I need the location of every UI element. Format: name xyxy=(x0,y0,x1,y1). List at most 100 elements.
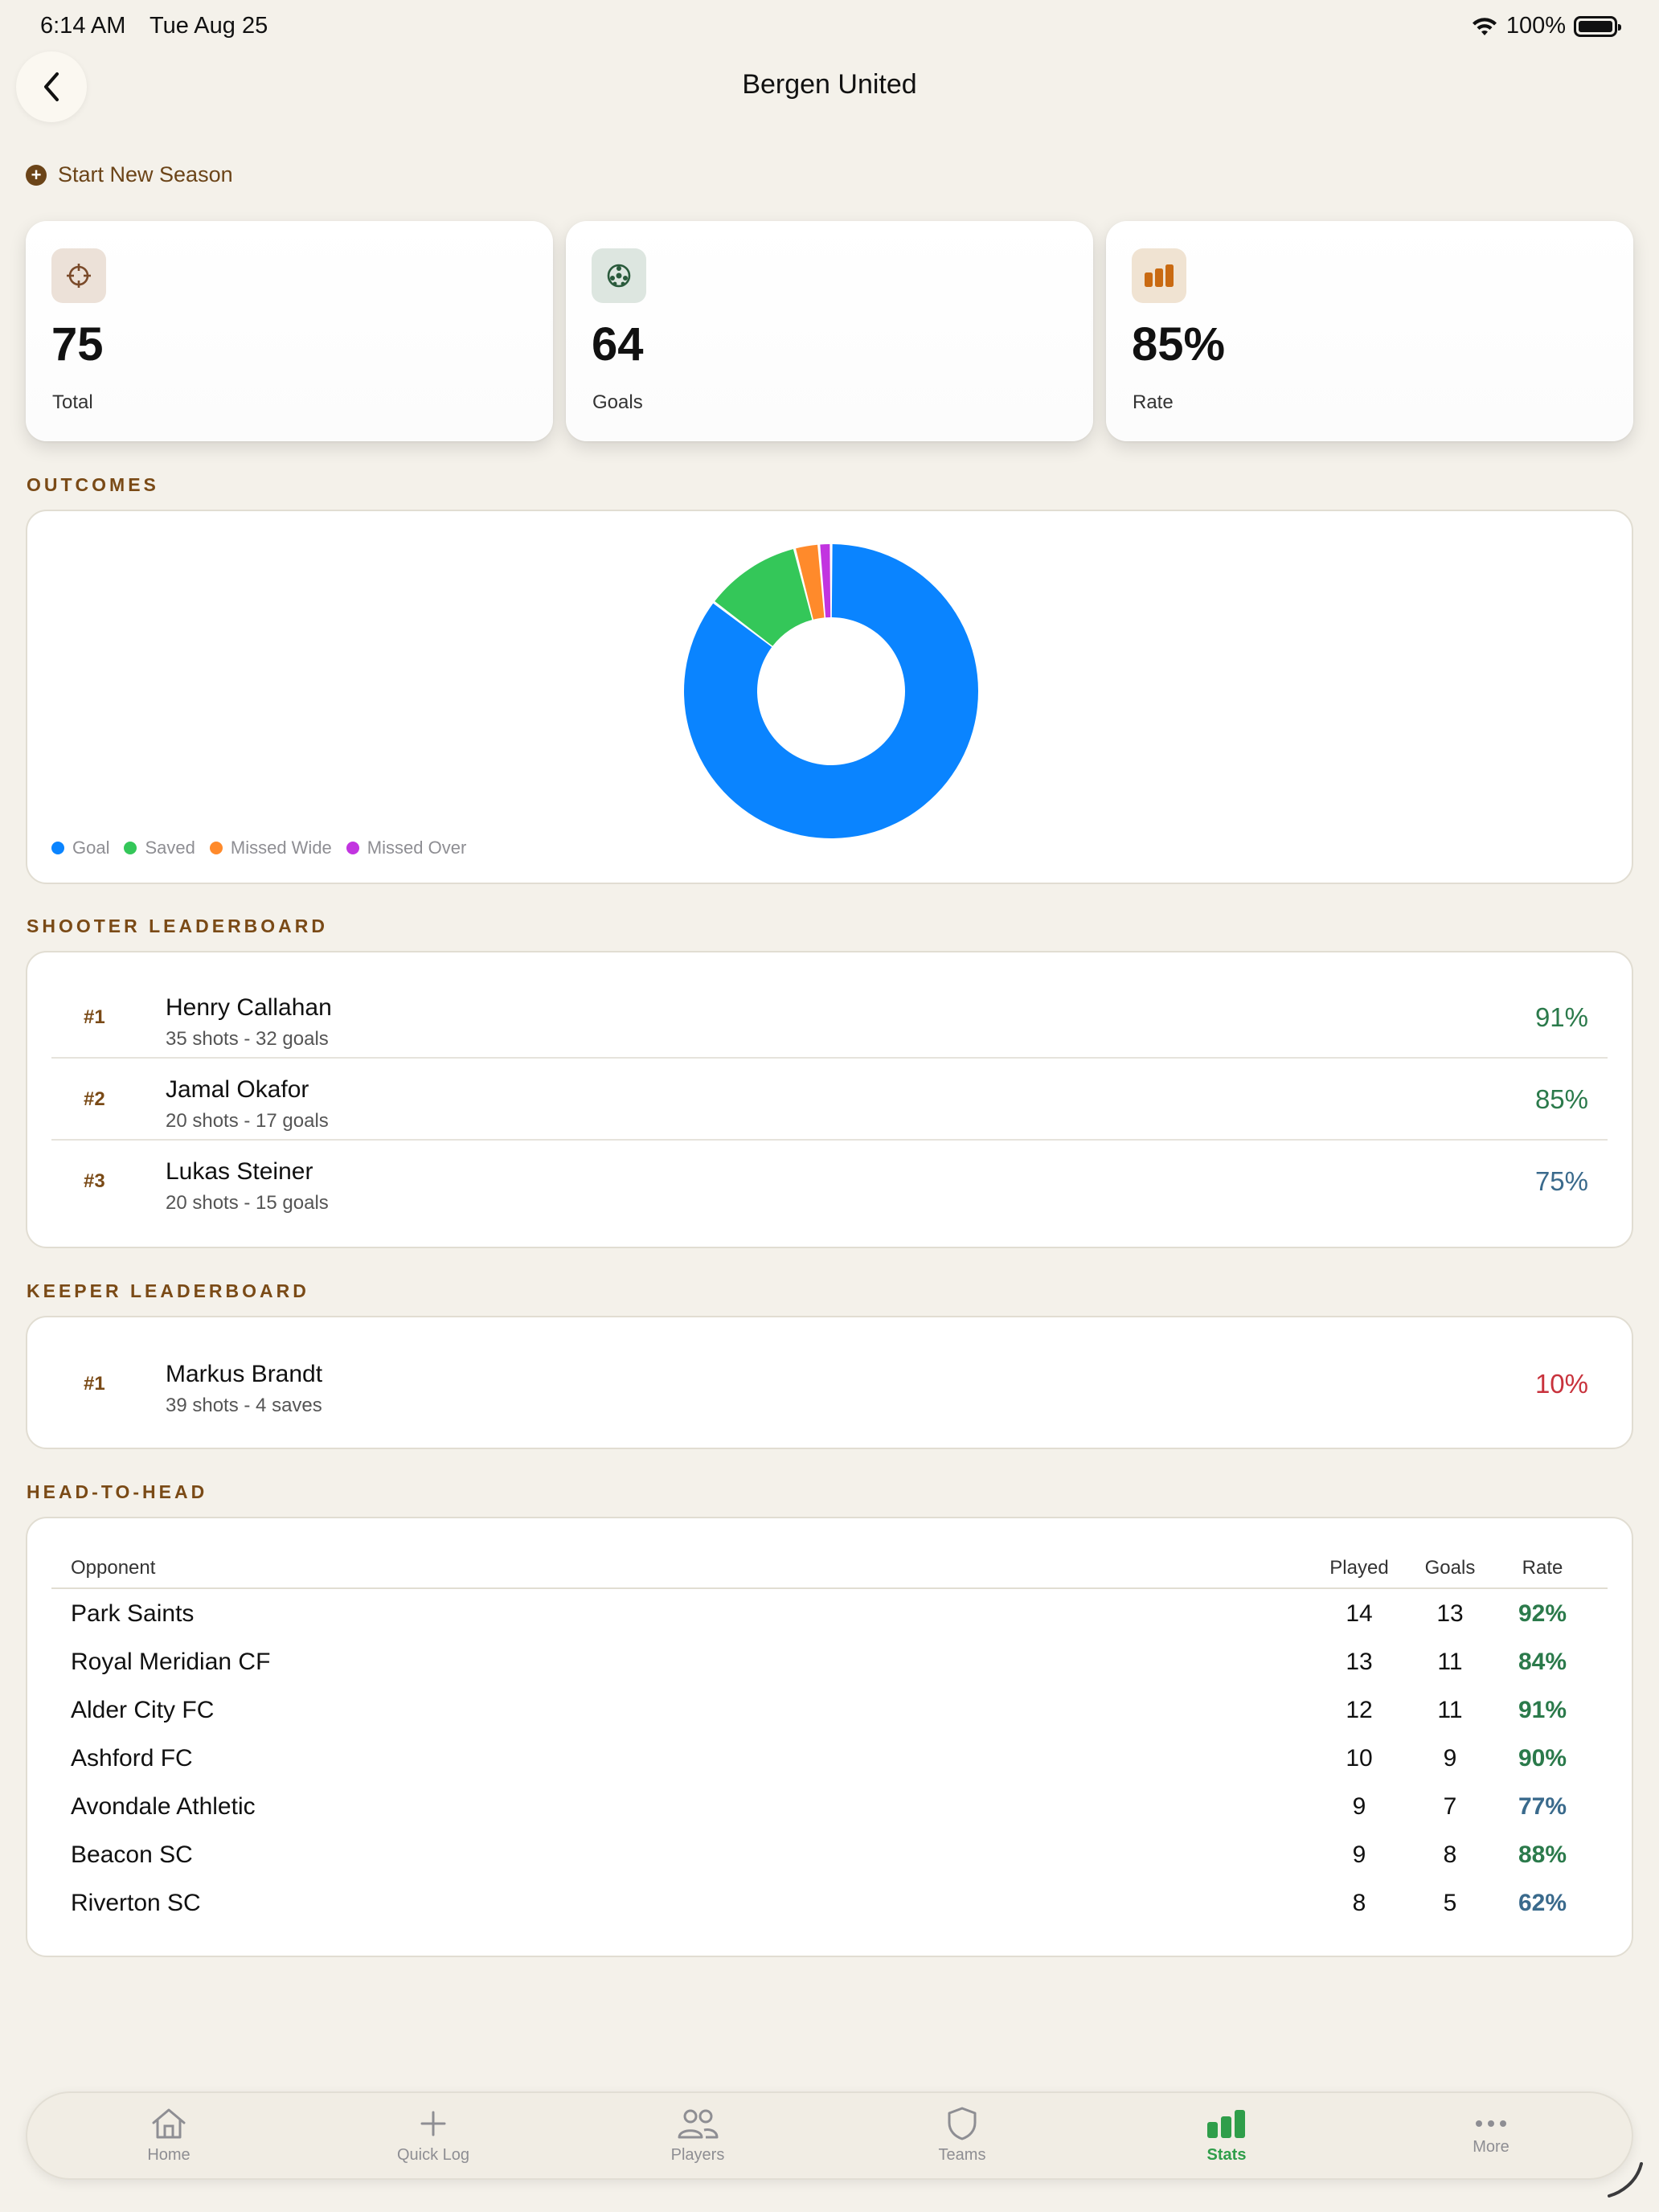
keeper-leaderboard-panel: #1 Markus Brandt 39 shots - 4 saves 10% xyxy=(26,1316,1633,1449)
opponent-name: Riverton SC xyxy=(71,1890,201,1916)
legend-item-missed-wide: Missed Wide xyxy=(209,838,332,858)
legend-item-goal: Goal xyxy=(51,838,109,858)
player-detail: 20 shots - 17 goals xyxy=(166,1110,329,1132)
goals-value: 13 xyxy=(1436,1600,1464,1627)
more-icon xyxy=(1476,2120,1506,2127)
table-row[interactable]: Ashford FC 10 9 90% xyxy=(51,1745,1608,1793)
played-value: 10 xyxy=(1346,1745,1373,1772)
goals-value: 11 xyxy=(1437,1697,1463,1723)
rate-value: 77% xyxy=(1518,1793,1567,1820)
leaderboard-row[interactable]: #2 Jamal Okafor 20 shots - 17 goals 85% xyxy=(51,1059,1608,1141)
outcomes-donut-chart xyxy=(684,544,978,838)
opponent-name: Beacon SC xyxy=(71,1841,193,1868)
page-title: Bergen United xyxy=(742,69,917,100)
donut-slice-missed-over xyxy=(820,544,831,618)
opponent-name: Park Saints xyxy=(71,1600,195,1627)
shield-icon xyxy=(948,2107,977,2140)
status-time-date: 6:14 AM Tue Aug 25 xyxy=(40,13,285,39)
table-row[interactable]: Alder City FC 12 11 91% xyxy=(51,1697,1608,1745)
tab-teams[interactable]: Teams xyxy=(882,2104,1043,2165)
stat-card-goals: 64 Goals xyxy=(566,221,1093,441)
donut-slice-missed-wide xyxy=(796,544,825,620)
played-value: 12 xyxy=(1346,1697,1373,1723)
rate-value: 92% xyxy=(1518,1600,1567,1627)
tab-label: Players xyxy=(670,2146,725,2164)
bar-chart-icon xyxy=(1132,248,1186,303)
leaderboard-row[interactable]: #1 Markus Brandt 39 shots - 4 saves 10% xyxy=(51,1343,1608,1425)
played-value: 14 xyxy=(1346,1600,1373,1627)
stat-value: 64 xyxy=(592,318,644,371)
status-date: Tue Aug 25 xyxy=(149,13,268,39)
rate-value: 91% xyxy=(1518,1697,1567,1723)
crosshair-icon xyxy=(51,248,106,303)
player-name: Lukas Steiner xyxy=(166,1158,313,1185)
tab-home[interactable]: Home xyxy=(88,2104,249,2165)
player-rate: 85% xyxy=(1534,1084,1588,1114)
tab-label: Teams xyxy=(938,2146,986,2164)
player-name: Markus Brandt xyxy=(166,1361,323,1387)
leaderboard-row[interactable]: #3 Lukas Steiner 20 shots - 15 goals 75% xyxy=(51,1141,1608,1223)
table-header: Opponent Played Goals Rate xyxy=(51,1547,1608,1589)
resize-handle-icon xyxy=(1608,2162,1643,2198)
back-button[interactable] xyxy=(16,51,87,122)
opponent-name: Ashford FC xyxy=(71,1745,193,1772)
soccer-ball-icon xyxy=(592,248,646,303)
goals-value: 9 xyxy=(1443,1745,1457,1772)
player-rate: 75% xyxy=(1534,1166,1588,1196)
header-rate: Rate xyxy=(1522,1557,1563,1579)
tab-label: Home xyxy=(147,2146,190,2164)
table-row[interactable]: Park Saints 14 13 92% xyxy=(51,1600,1608,1649)
tab-more[interactable]: More xyxy=(1411,2104,1571,2157)
header-goals: Goals xyxy=(1424,1557,1476,1579)
goals-value: 7 xyxy=(1443,1793,1457,1820)
legend-item-missed-over: Missed Over xyxy=(346,838,466,858)
stat-value: 75 xyxy=(51,318,104,371)
stat-label: Goals xyxy=(592,391,643,413)
player-name: Henry Callahan xyxy=(166,994,332,1021)
plus-icon xyxy=(420,2111,446,2136)
shooter-leaderboard-panel: #1 Henry Callahan 35 shots - 32 goals 91… xyxy=(26,951,1633,1248)
start-new-season-button[interactable]: + Start New Season xyxy=(26,162,233,187)
section-label-outcomes: OUTCOMES xyxy=(27,474,159,495)
tab-quick-log[interactable]: Quick Log xyxy=(353,2104,514,2165)
tab-players[interactable]: Players xyxy=(617,2104,778,2165)
player-detail: 35 shots - 32 goals xyxy=(166,1028,329,1050)
rate-value: 90% xyxy=(1518,1745,1567,1772)
status-time: 6:14 AM xyxy=(40,13,126,39)
table-row[interactable]: Beacon SC 9 8 88% xyxy=(51,1841,1608,1890)
stat-label: Rate xyxy=(1133,391,1174,413)
battery-icon xyxy=(1574,15,1621,37)
player-rate: 91% xyxy=(1534,1002,1588,1032)
table-row[interactable]: Royal Meridian CF 13 11 84% xyxy=(51,1649,1608,1697)
donut-slice-goal xyxy=(684,544,978,838)
tab-label: Stats xyxy=(1206,2146,1247,2164)
stat-card-total: 75 Total xyxy=(26,221,553,441)
rate-value: 62% xyxy=(1518,1890,1567,1916)
section-label-keepers: KEEPER LEADERBOARD xyxy=(27,1280,309,1301)
wifi-icon xyxy=(1472,17,1497,35)
legend-dot xyxy=(209,842,223,854)
header-opponent: Opponent xyxy=(71,1557,156,1579)
table-row[interactable]: Avondale Athletic 9 7 77% xyxy=(51,1793,1608,1841)
table-row[interactable]: Riverton SC 8 5 62% xyxy=(51,1890,1608,1938)
chart-legend: Goal Saved Missed Wide Missed Over xyxy=(51,838,466,858)
leaderboard-row[interactable]: #1 Henry Callahan 35 shots - 32 goals 91… xyxy=(51,977,1608,1059)
section-label-shooters: SHOOTER LEADERBOARD xyxy=(27,916,329,936)
player-name: Jamal Okafor xyxy=(166,1076,309,1103)
player-detail: 20 shots - 15 goals xyxy=(166,1192,329,1214)
legend-label: Missed Over xyxy=(367,838,467,858)
stat-label: Total xyxy=(52,391,93,413)
legend-dot xyxy=(346,842,359,854)
head-to-head-panel: Opponent Played Goals Rate Park Saints 1… xyxy=(26,1517,1633,1957)
legend-label: Saved xyxy=(145,838,195,858)
rate-value: 88% xyxy=(1518,1841,1567,1868)
outcomes-panel: Goal Saved Missed Wide Missed Over xyxy=(26,510,1633,884)
header-played: Played xyxy=(1329,1557,1389,1579)
goals-value: 11 xyxy=(1437,1649,1463,1675)
plus-circle-icon: + xyxy=(26,164,47,186)
stat-value: 85% xyxy=(1132,318,1226,371)
status-bar: 6:14 AM Tue Aug 25 100% xyxy=(0,0,1659,51)
tab-stats[interactable]: Stats xyxy=(1146,2104,1307,2165)
legend-label: Goal xyxy=(72,838,110,858)
players-icon xyxy=(678,2109,719,2139)
